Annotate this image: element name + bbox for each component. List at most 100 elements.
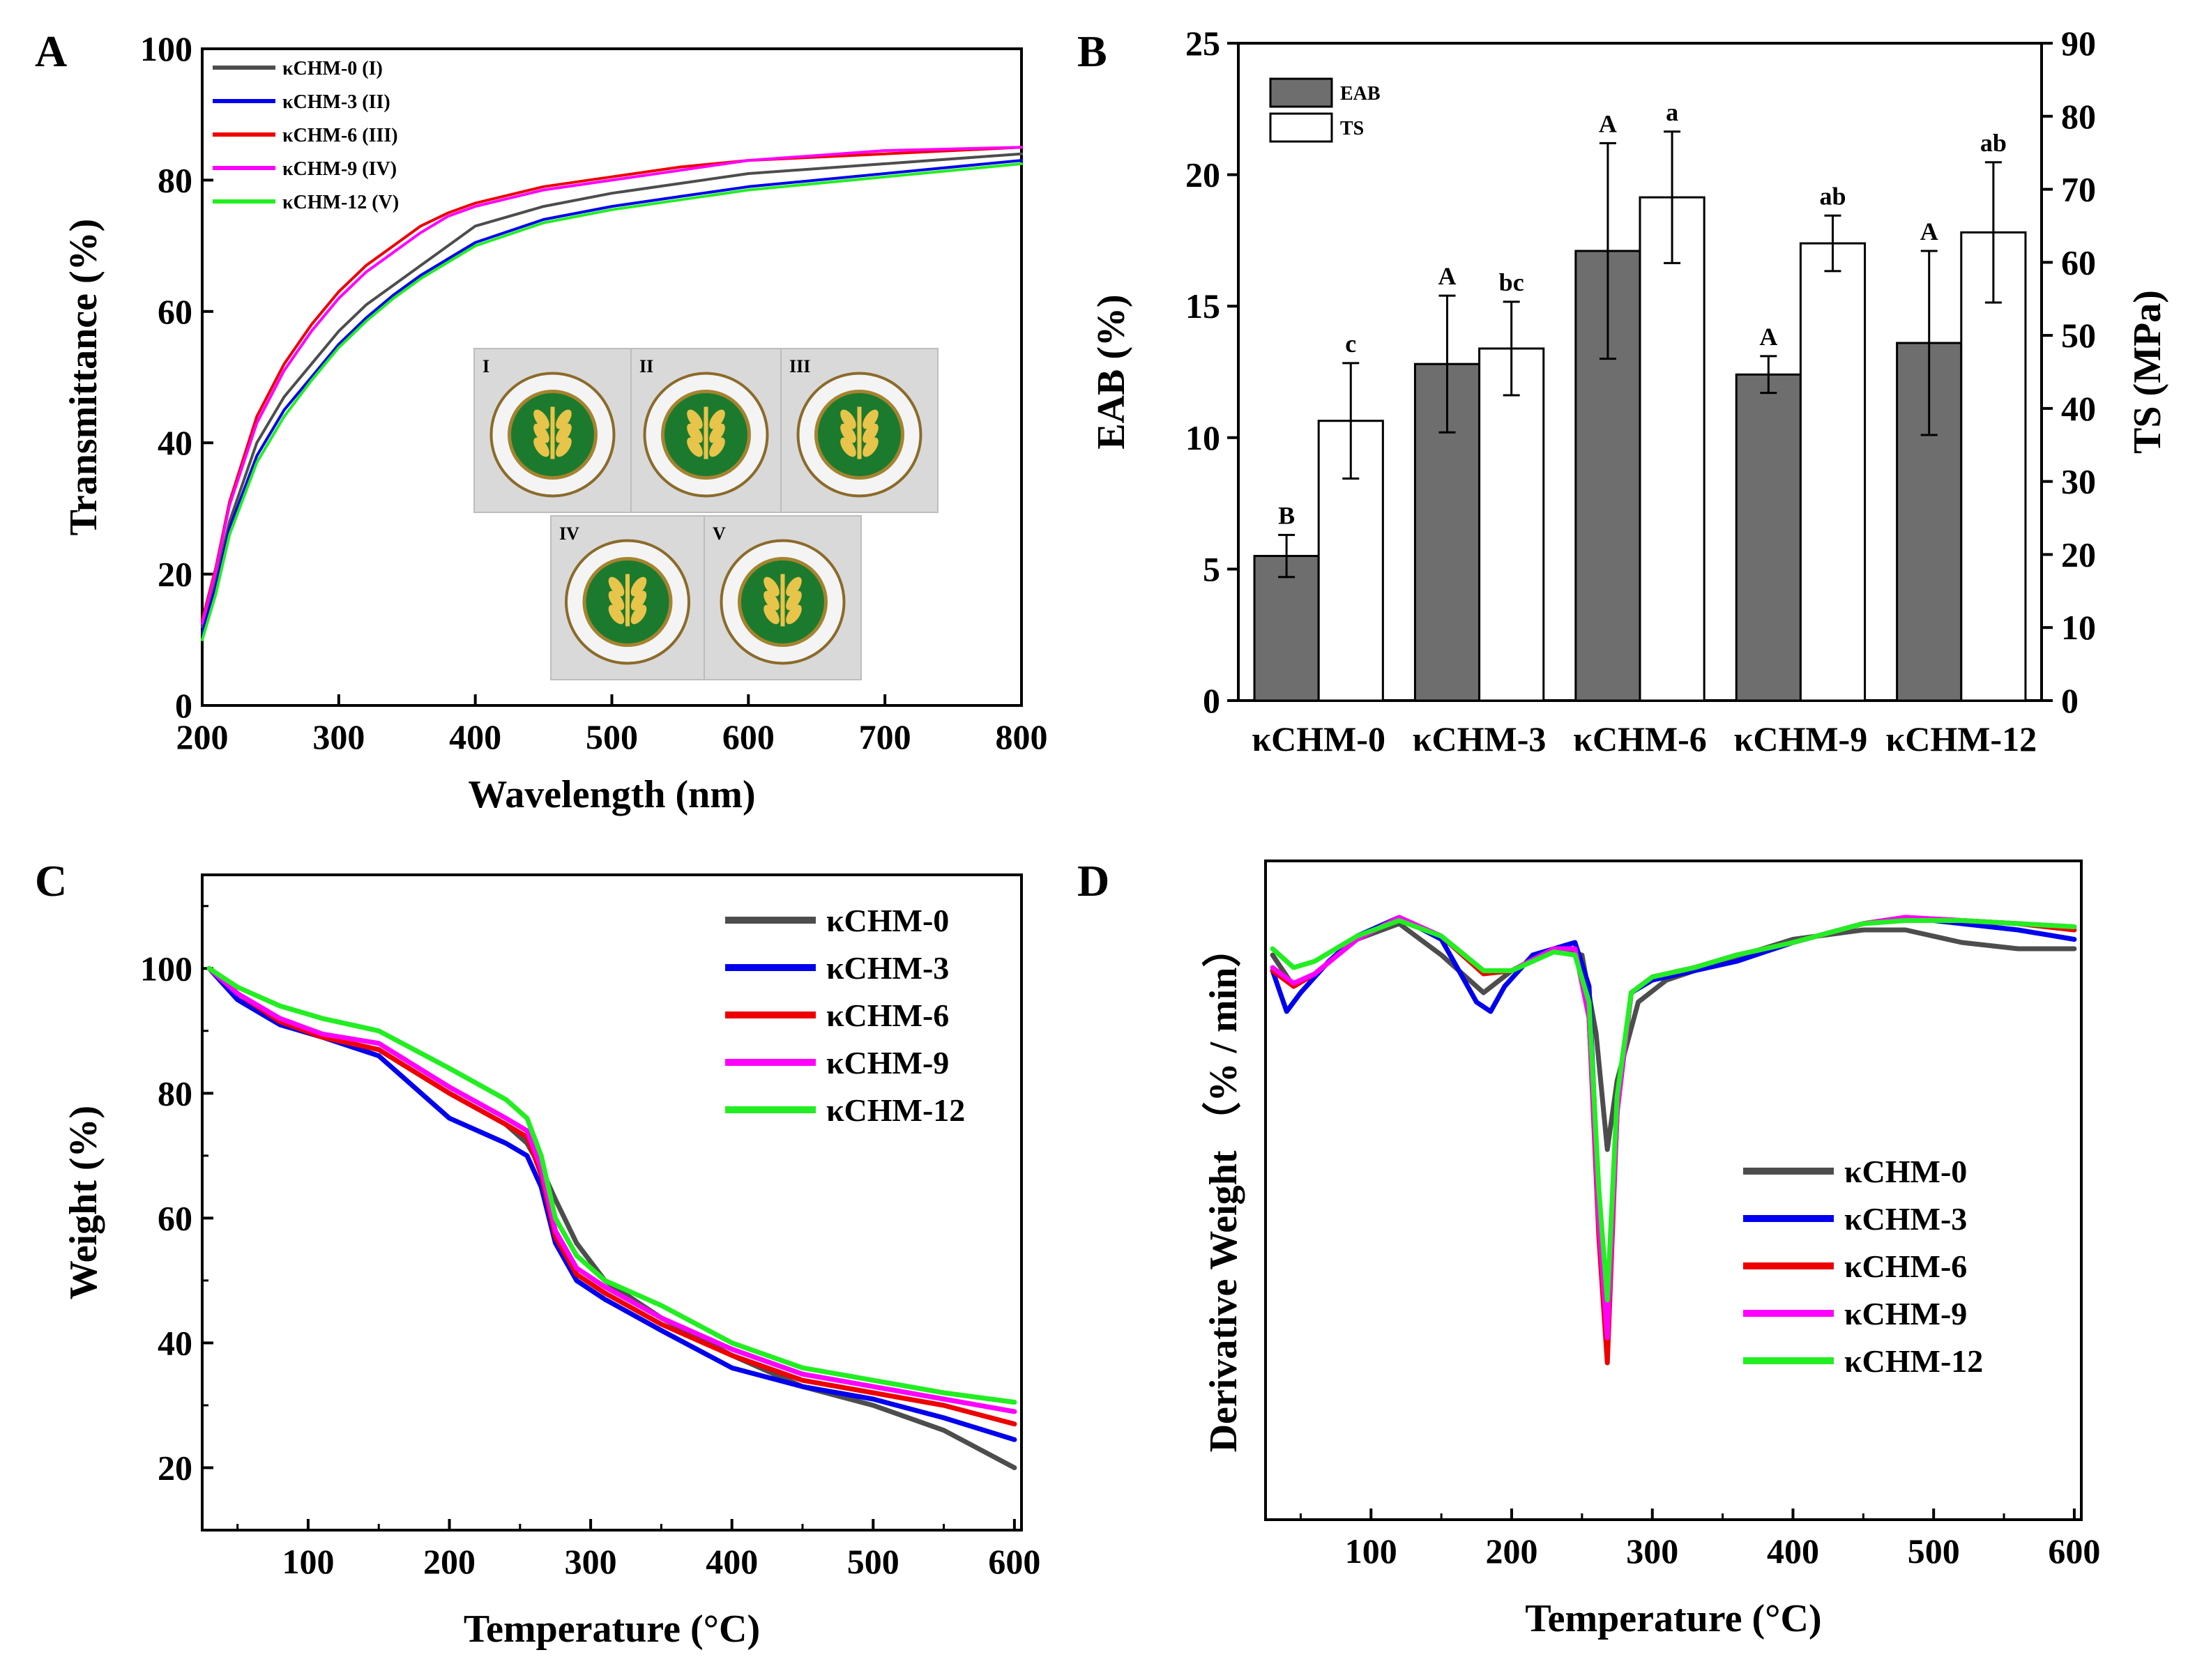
significance-letter: ab — [1980, 129, 2007, 157]
y2-tick-label: 70 — [2061, 170, 2096, 209]
bar — [1960, 231, 2027, 702]
photo-sample: II — [630, 348, 782, 513]
plot-frame — [1264, 860, 2083, 1521]
panel-letter: D — [1077, 856, 1109, 906]
x-tick-label: 500 — [847, 1542, 899, 1581]
y-tick-label: 100 — [140, 29, 192, 68]
significance-letter: A — [1438, 262, 1457, 290]
y-tick-label: 60 — [158, 292, 192, 331]
wheat-grain-icon — [786, 576, 802, 597]
legend-label: κCHM-9 — [826, 1045, 949, 1080]
wheat-grain-icon — [533, 423, 549, 443]
bar — [1253, 555, 1320, 702]
y2-tick-label: 0 — [2061, 681, 2079, 720]
legend-label: κCHM-3 — [826, 950, 949, 986]
wheat-grain-icon — [556, 409, 572, 429]
plot-frame — [201, 873, 1023, 1532]
series-line — [206, 965, 1017, 1414]
legend-swatch — [1269, 112, 1333, 143]
bar — [1639, 196, 1705, 702]
wheat-grain-icon — [556, 423, 572, 443]
wheat-grain-icon — [709, 423, 725, 443]
photo-sample: III — [780, 348, 939, 513]
series-line — [206, 965, 1017, 1470]
y-tick-label: 20 — [1185, 155, 1220, 194]
wheat-grain-icon — [608, 604, 625, 625]
x-axis-title: Wavelength (nm) — [468, 773, 755, 816]
x-tick-label: 600 — [988, 1542, 1040, 1581]
series-line — [1270, 918, 2077, 1303]
wheat-grain-icon — [608, 576, 625, 597]
x-tick-label: 200 — [423, 1542, 476, 1581]
wheat-grain-icon — [533, 409, 549, 429]
y-tick-label: 0 — [175, 686, 192, 725]
significance-letter: bc — [1499, 268, 1524, 296]
y-axis-title: Transmittance (%) — [62, 219, 105, 536]
y2-tick-label: 20 — [2061, 535, 2096, 574]
wheat-grain-icon — [687, 409, 703, 429]
legend-label: κCHM-6 — [826, 998, 949, 1033]
photo-label: I — [483, 356, 489, 376]
x-tick-label: 100 — [282, 1542, 334, 1581]
panel-letter: A — [35, 26, 67, 76]
series-line — [201, 162, 1023, 641]
wheat-grain-icon — [709, 437, 725, 457]
x-tick-label: 300 — [312, 717, 365, 756]
wheat-grain-icon — [786, 590, 802, 611]
legend-label: κCHM-12 (V) — [282, 192, 399, 213]
wheat-grain-icon — [840, 409, 856, 429]
x-tick-label: 300 — [1626, 1532, 1678, 1571]
y2-tick-label: 30 — [2061, 462, 2096, 501]
legend-label: κCHM-0 — [826, 903, 949, 938]
panel-a: A 200 300 400 500 600 700 800 0 20 40 60 80 100 Wavele… — [35, 26, 1048, 816]
category-label: κCHM-3 — [1413, 719, 1547, 758]
wheat-grain-icon — [840, 437, 856, 457]
photo-label: II — [639, 356, 653, 376]
panel-letter: B — [1077, 26, 1107, 76]
category-label: κCHM-0 — [1252, 719, 1385, 758]
legend-label: κCHM-6 (III) — [282, 125, 398, 146]
legend-label: κCHM-12 — [1844, 1343, 1983, 1379]
legend-label: κCHM-12 — [826, 1092, 965, 1128]
y-tick-label: 40 — [158, 1323, 192, 1362]
x-axis-title: Temperature (°C) — [1525, 1597, 1821, 1640]
wheat-grain-icon — [687, 423, 703, 443]
significance-letter: a — [1666, 98, 1678, 126]
y-axis-title: Weight (%) — [62, 1106, 105, 1299]
y2-tick-label: 80 — [2061, 97, 2096, 136]
series-line — [201, 159, 1023, 635]
legend-label: EAB — [1340, 83, 1381, 105]
wheat-grain-icon — [763, 604, 780, 625]
legend-label: κCHM-0 (I) — [282, 58, 383, 79]
wheat-grain-icon — [556, 437, 572, 457]
x-tick-label: 200 — [1486, 1532, 1538, 1571]
y-tick-label: 25 — [1185, 24, 1220, 63]
photo-sample: V — [704, 515, 862, 680]
series-line — [201, 152, 1023, 628]
y-tick-label: 20 — [158, 1448, 192, 1487]
y2-tick-label: 50 — [2061, 316, 2096, 355]
x-axis-title: Temperature (°C) — [464, 1608, 760, 1651]
x-tick-label: 400 — [706, 1542, 758, 1581]
wheat-grain-icon — [786, 604, 802, 625]
y2-tick-label: 60 — [2061, 243, 2096, 282]
bar — [1735, 373, 1802, 702]
y2-axis-title: TS (MPa) — [2126, 290, 2169, 454]
y-tick-label: 20 — [158, 555, 192, 594]
wheat-grain-icon — [840, 423, 856, 443]
significance-letter: c — [1345, 330, 1356, 358]
wheat-grain-icon — [608, 590, 625, 611]
series-line — [201, 146, 1023, 625]
y-tick-label: 5 — [1203, 549, 1220, 588]
x-tick-label: 600 — [2048, 1532, 2100, 1571]
significance-letter: A — [1759, 323, 1777, 351]
panel-c: C 100 200 300 400 500 600 20 40 60 80 100 Temperatur… — [35, 856, 1040, 1651]
y-axis-title: Derivative Weight （% / min） — [1201, 929, 1245, 1453]
wheat-grain-icon — [863, 437, 879, 457]
wheat-grain-icon — [630, 590, 647, 611]
y-tick-label: 100 — [140, 949, 192, 988]
x-tick-label: 200 — [176, 717, 229, 756]
series-line — [1270, 921, 2077, 1152]
x-tick-label: 800 — [996, 717, 1048, 756]
x-tick-label: 500 — [586, 717, 638, 756]
